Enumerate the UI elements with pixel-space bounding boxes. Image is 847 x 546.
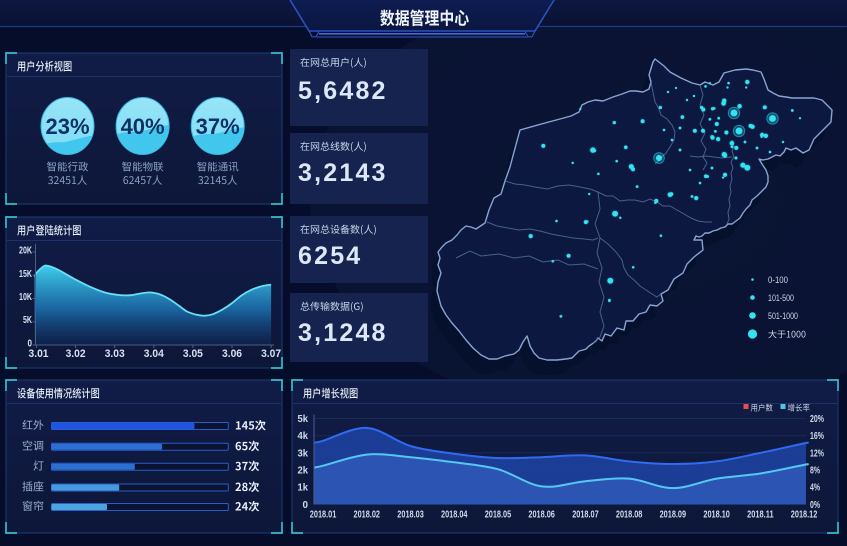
svg-text:501-1000: 501-1000 [768,311,798,322]
svg-text:23%: 23% [45,114,89,139]
svg-text:0: 0 [303,500,309,511]
svg-text:3.04: 3.04 [144,348,165,360]
svg-text:5,6482: 5,6482 [298,77,388,105]
svg-text:3.02: 3.02 [66,348,86,360]
svg-text:5k: 5k [298,414,309,425]
svg-text:2018.11: 2018.11 [747,510,774,521]
svg-text:101-500: 101-500 [768,293,794,304]
svg-text:3.06: 3.06 [222,348,242,360]
svg-text:20%: 20% [810,414,824,425]
svg-text:2018.02: 2018.02 [354,510,381,521]
svg-text:4%: 4% [810,483,820,494]
svg-text:2018.07: 2018.07 [572,510,599,521]
svg-text:0: 0 [28,339,33,350]
svg-text:0-100: 0-100 [768,275,788,286]
svg-text:5K: 5K [23,315,33,326]
svg-text:10K: 10K [19,292,33,303]
svg-text:2018.12: 2018.12 [791,510,818,521]
svg-text:3.01: 3.01 [29,348,49,360]
svg-text:3.07: 3.07 [261,348,281,360]
svg-text:3,1248: 3,1248 [298,319,388,347]
svg-text:2k: 2k [298,466,309,477]
svg-text:16%: 16% [810,431,824,442]
svg-text:2018.05: 2018.05 [485,510,512,521]
svg-text:2018.10: 2018.10 [703,510,730,521]
svg-text:20K: 20K [19,246,33,257]
svg-text:1k: 1k [298,483,309,494]
svg-text:37%: 37% [196,114,240,139]
svg-text:0%: 0% [810,500,820,511]
svg-text:2018.01: 2018.01 [310,510,337,521]
svg-text:12%: 12% [810,448,824,459]
svg-text:8%: 8% [810,466,820,477]
svg-text:3k: 3k [298,448,309,459]
svg-text:6254: 6254 [298,242,362,270]
svg-text:3,2143: 3,2143 [298,159,388,187]
svg-text:2018.08: 2018.08 [616,510,643,521]
svg-text:3.03: 3.03 [105,348,125,360]
svg-text:2018.03: 2018.03 [397,510,424,521]
svg-text:40%: 40% [121,114,165,139]
svg-text:2018.09: 2018.09 [660,510,687,521]
svg-text:4k: 4k [298,431,309,442]
svg-text:3.05: 3.05 [183,348,203,360]
svg-text:2018.06: 2018.06 [528,510,555,521]
svg-text:15K: 15K [19,269,33,280]
svg-text:2018.04: 2018.04 [441,510,468,521]
